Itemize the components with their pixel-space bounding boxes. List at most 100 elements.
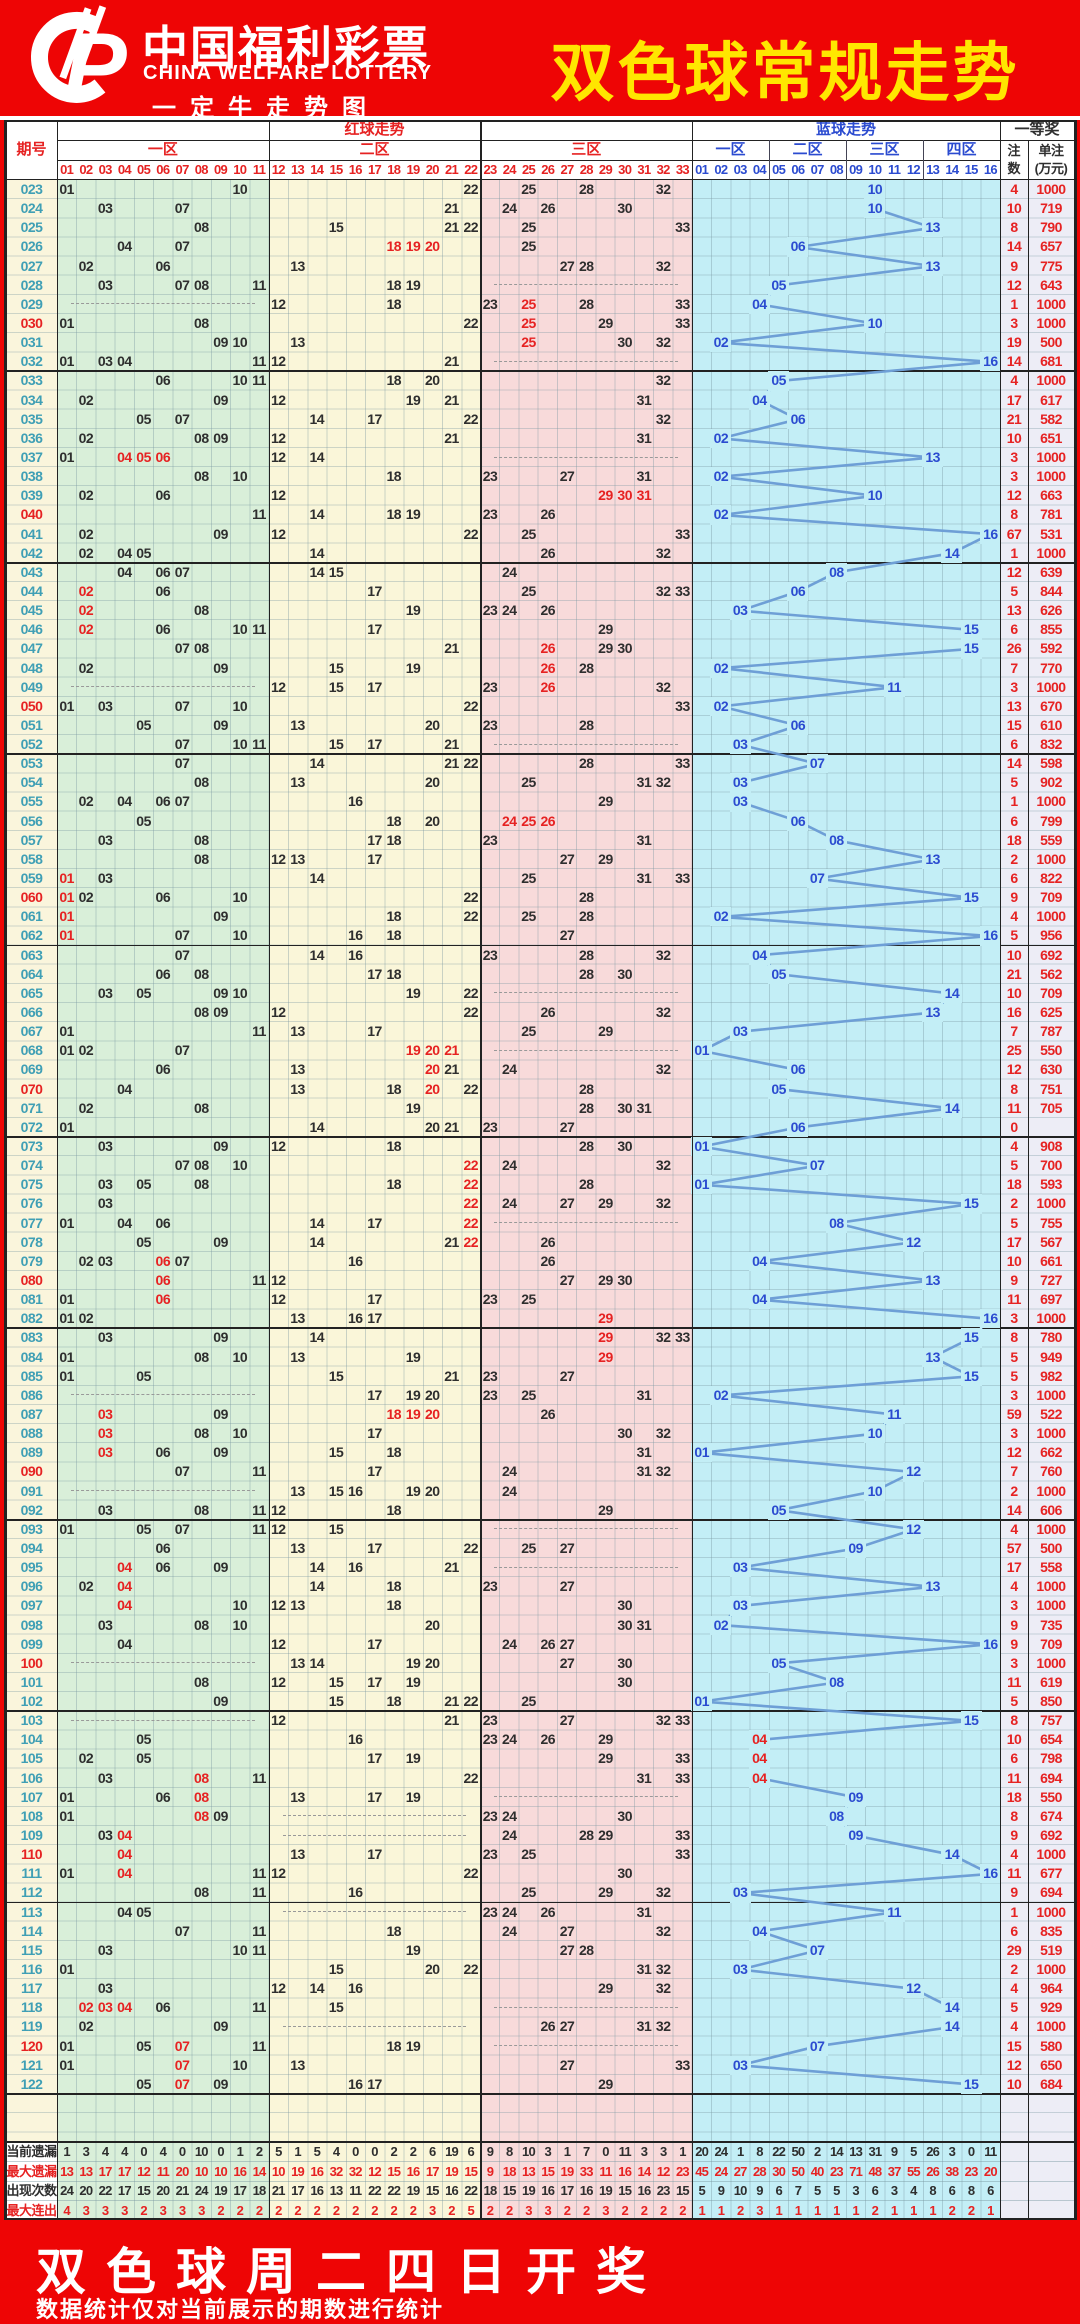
- red-ball: 26: [540, 602, 556, 619]
- stat-value: 19: [522, 2183, 536, 2198]
- red-column-header: 24: [502, 162, 517, 177]
- stat-value: 26: [926, 2144, 940, 2159]
- prize-zhu-count: 2: [1010, 850, 1018, 867]
- period-cell: 033: [20, 372, 43, 389]
- blue-zone-label: 四区: [946, 141, 977, 158]
- prize-dan-amount: 562: [1040, 965, 1062, 982]
- red-ball: 12: [271, 678, 286, 695]
- stat-value: 3: [429, 2202, 436, 2218]
- stat-value: 24: [714, 2163, 728, 2179]
- stat-value: 20: [695, 2144, 709, 2159]
- prize-dan-amount: 519: [1040, 1941, 1062, 1958]
- red-ball: 03: [97, 200, 113, 217]
- red-ball: 30: [617, 1807, 632, 1824]
- red-ball: 16: [348, 793, 363, 810]
- red-ball: 32: [655, 1004, 671, 1021]
- red-ball: 08: [194, 276, 209, 293]
- red-ball: 19: [405, 238, 421, 255]
- red-ball: 14: [309, 1654, 325, 1671]
- red-ball: 13: [290, 774, 305, 791]
- blue-ball: 10: [864, 313, 886, 334]
- period-cell: 096: [20, 1578, 43, 1595]
- red-ball: 12: [271, 1597, 286, 1614]
- stat-value: 22: [772, 2144, 786, 2159]
- red-ball: 03: [97, 1616, 113, 1633]
- period-cell: 038: [20, 468, 43, 485]
- stat-value: 45: [695, 2163, 709, 2179]
- red-ball: 17: [367, 831, 382, 848]
- blue-ball: 06: [787, 715, 809, 736]
- blue-ball: 10: [864, 199, 886, 219]
- stat-value: 2: [448, 2202, 455, 2218]
- red-ball: 32: [655, 1425, 671, 1442]
- red-ball: 03: [97, 1769, 113, 1786]
- red-ball: 01: [59, 1291, 74, 1308]
- prize-zhu-count: 10: [1006, 2075, 1022, 2092]
- period-cell: 103: [20, 1712, 43, 1729]
- period-cell: 080: [20, 1271, 43, 1288]
- stat-value: 19: [599, 2183, 613, 2198]
- period-cell: 086: [20, 1386, 43, 1403]
- red-ball: 32: [655, 1712, 671, 1729]
- red-ball: 26: [540, 659, 556, 676]
- red-ball: 11: [252, 506, 266, 523]
- blue-ball: 15: [960, 888, 982, 908]
- red-ball: 02: [78, 391, 94, 408]
- prize-dan-amount: 727: [1040, 1271, 1062, 1288]
- prize-zhu-count: 11: [1007, 1865, 1021, 1882]
- prize-zhu-count: 12: [1006, 276, 1022, 293]
- red-ball: 12: [271, 850, 286, 867]
- stat-value: 10: [271, 2163, 286, 2179]
- stat-value: 6: [948, 2183, 956, 2198]
- red-ball: 21: [444, 429, 459, 446]
- prize-zhu-count: 17: [1006, 1233, 1022, 1250]
- prize-dan-amount: 798: [1040, 1750, 1062, 1767]
- prize-zhu-count: 4: [1010, 1980, 1018, 1997]
- red-ball: 26: [540, 1903, 556, 1920]
- stat-value: 2: [486, 2202, 494, 2218]
- red-ball: 20: [424, 1061, 440, 1078]
- red-ball: 18: [386, 238, 402, 255]
- stat-value: 8: [929, 2183, 936, 2198]
- red-ball: 07: [174, 276, 190, 293]
- prize-dan-amount: 697: [1040, 1291, 1062, 1308]
- red-ball: 09: [213, 334, 228, 351]
- prize-dan-amount: 709: [1040, 984, 1062, 1001]
- red-ball: 17: [367, 1788, 382, 1805]
- table-left-border: [4, 120, 7, 2220]
- prize-dan-amount: 592: [1040, 640, 1062, 657]
- prize-dan-amount: 662: [1040, 1444, 1062, 1461]
- stat-value: 2: [255, 2144, 263, 2159]
- period-cell: 120: [20, 2037, 43, 2054]
- red-ball: 05: [136, 2075, 151, 2092]
- prize-dan-amount: 757: [1040, 1712, 1062, 1729]
- red-ball: 27: [559, 2056, 575, 2073]
- red-ball: 27: [559, 2018, 575, 2035]
- red-ball: 06: [155, 1252, 171, 1269]
- red-ball: 12: [271, 295, 286, 312]
- stat-value: 19: [406, 2183, 421, 2198]
- blue-ball: 07: [806, 1156, 828, 1176]
- stat-value: 1: [717, 2202, 725, 2218]
- prize-zhu-count: 1: [1010, 295, 1018, 312]
- stat-value: 13: [522, 2163, 536, 2179]
- red-ball: 18: [386, 908, 402, 925]
- stat-value: 16: [233, 2163, 247, 2179]
- red-ball: 01: [59, 1214, 74, 1231]
- red-ball: 21: [444, 1367, 459, 1384]
- period-cell: 118: [20, 1999, 43, 2016]
- group-separator: [6, 1518, 1074, 1521]
- red-ball: 25: [521, 774, 536, 791]
- group-separator: [6, 1901, 1074, 1904]
- prize-divider-line: [1028, 140, 1029, 2220]
- red-ball: 08: [194, 219, 209, 236]
- red-ball: 12: [271, 1980, 286, 1997]
- red-column-header: 18: [387, 162, 401, 177]
- red-ball: 31: [636, 870, 652, 887]
- stat-value: 15: [618, 2183, 632, 2198]
- stat-value: 4: [332, 2144, 340, 2159]
- red-ball: 14: [309, 563, 325, 580]
- prize-dan-amount: 626: [1040, 602, 1062, 619]
- red-ball: 05: [136, 1176, 151, 1193]
- blue-column-header: 03: [733, 162, 748, 177]
